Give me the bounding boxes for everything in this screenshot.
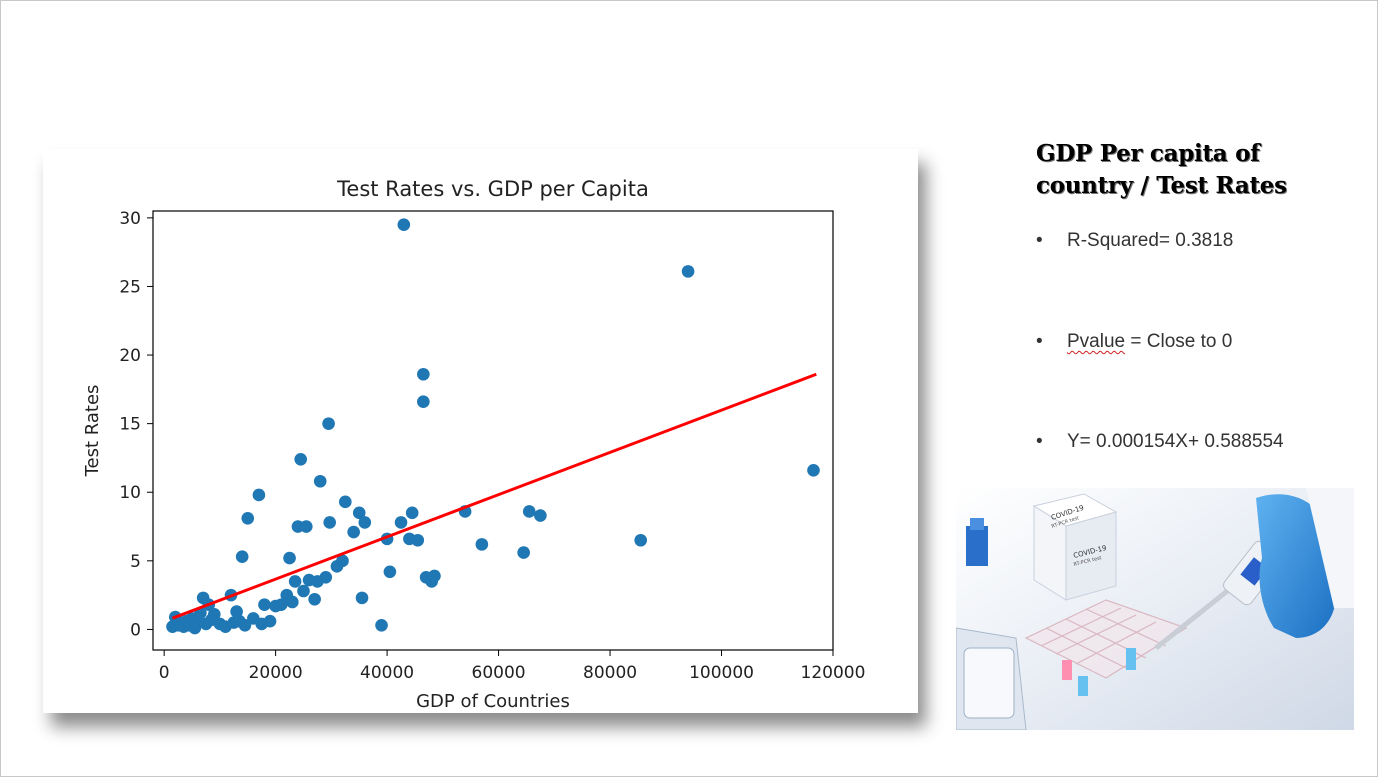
- x-tick-label: 100000: [689, 663, 754, 683]
- data-point: [323, 516, 336, 529]
- stat-r-squared-text: R-Squared= 0.3818: [1067, 230, 1234, 251]
- bullet-dot: •: [1036, 230, 1043, 251]
- data-point: [238, 619, 252, 632]
- side-title-line-2: country / Test Rates: [1036, 172, 1287, 199]
- data-point: [283, 551, 296, 565]
- regression-line: [171, 372, 817, 620]
- bullet-dot: •: [1036, 331, 1043, 352]
- data-point: [394, 516, 408, 529]
- x-tick-label: 40000: [360, 663, 414, 683]
- data-point: [299, 520, 313, 533]
- y-tick-label: 25: [119, 277, 141, 297]
- covid-test-photo: COVID-19 RT-PCR test COVID-19 RT-PCR tes…: [956, 488, 1354, 730]
- data-point: [358, 516, 372, 529]
- bullet-dot: •: [1036, 431, 1043, 452]
- data-point: [258, 598, 271, 612]
- side-title: GDP Per capita of country / Test Rates: [1036, 138, 1356, 202]
- x-tick-label: 60000: [472, 663, 526, 683]
- data-point: [522, 505, 536, 518]
- x-tick-label: 80000: [583, 663, 637, 683]
- data-point: [297, 584, 310, 598]
- data-point: [375, 619, 388, 632]
- side-title-line-1: GDP Per capita of: [1036, 140, 1260, 167]
- y-axis-label: Test Rates: [82, 385, 103, 478]
- data-point: [347, 525, 360, 539]
- data-point: [383, 565, 397, 579]
- x-axis-label: GDP of Countries: [416, 691, 570, 712]
- scatter-chart: Test Rates vs. GDP per Capita 0 20000 40000…: [82, 177, 866, 712]
- data-point: [634, 533, 648, 547]
- data-point: [807, 463, 820, 477]
- data-point: [534, 509, 547, 522]
- data-point: [235, 550, 249, 564]
- plot-frame: [152, 210, 834, 651]
- x-tick-label: 120000: [801, 663, 866, 683]
- data-point: [322, 417, 335, 430]
- x-tick-label: 0: [159, 663, 170, 683]
- data-point: [294, 453, 308, 466]
- data-point: [475, 538, 489, 551]
- chart-card: Test Rates vs. GDP per Capita 0 20000 40000…: [43, 149, 918, 713]
- data-point: [286, 595, 299, 609]
- y-tick-label: 20: [119, 346, 141, 366]
- x-tick-label: 20000: [249, 663, 303, 683]
- lab-photo-illustration: COVID-19 RT-PCR test COVID-19 RT-PCR tes…: [956, 488, 1354, 730]
- data-point: [263, 614, 277, 628]
- y-tick-label: 15: [119, 415, 141, 435]
- data-point: [319, 570, 333, 584]
- stat-pvalue-word: Pvalue: [1067, 331, 1126, 352]
- data-point: [411, 533, 425, 547]
- data-point: [274, 598, 288, 612]
- data-point: [252, 488, 266, 502]
- y-tick-label: 30: [119, 209, 141, 229]
- data-point: [417, 367, 430, 381]
- data-point: [336, 554, 349, 568]
- data-point: [681, 265, 695, 278]
- y-tick-label: 5: [130, 552, 141, 572]
- data-point: [308, 592, 321, 606]
- data-point: [405, 506, 419, 520]
- chart-title: Test Rates vs. GDP per Capita: [336, 177, 649, 201]
- data-point: [417, 395, 430, 408]
- data-point: [517, 546, 530, 559]
- data-point: [288, 575, 302, 588]
- stat-pvalue-rest: = Close to 0: [1125, 331, 1233, 352]
- data-point: [352, 506, 366, 520]
- data-point: [208, 608, 221, 621]
- data-point: [241, 512, 255, 525]
- data-point: [397, 218, 411, 232]
- data-point: [428, 569, 441, 583]
- data-point: [338, 495, 352, 509]
- data-point: [355, 591, 369, 605]
- y-tick-label: 0: [130, 620, 141, 640]
- data-point: [230, 605, 243, 618]
- y-tick-label: 10: [119, 483, 141, 503]
- stat-equation-text: Y= 0.000154X+ 0.588554: [1067, 431, 1284, 452]
- data-point: [313, 474, 327, 488]
